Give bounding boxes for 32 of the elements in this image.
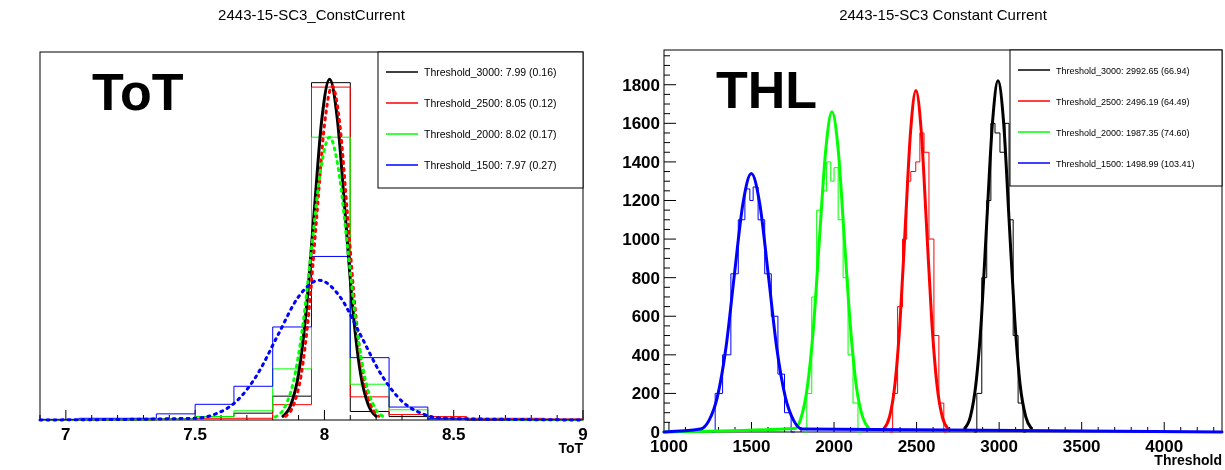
- y-tick-label: 800: [631, 268, 660, 288]
- y-tick-label: 400: [631, 345, 660, 365]
- legend-label: Threshold_2500: 8.05 (0.12): [424, 97, 557, 109]
- y-tick-label: 1200: [622, 191, 660, 211]
- x-tick-label: 7.5: [183, 425, 207, 444]
- chart-title: 2443-15-SC3_ConstCurrent: [218, 6, 406, 23]
- x-axis-title: Threshold: [1154, 452, 1222, 468]
- x-tick-label: 3000: [980, 437, 1019, 456]
- legend-label: Threshold_2000: 1987.35 (74.60): [1056, 128, 1190, 138]
- x-tick-label: 7: [61, 425, 71, 444]
- legend-label: Threshold_1500: 7.97 (0.27): [424, 159, 557, 171]
- x-tick-label: 8.5: [441, 425, 466, 444]
- x-tick-label: 2500: [897, 437, 936, 456]
- legend-label: Threshold_1500: 1498.99 (103.41): [1056, 159, 1195, 169]
- x-tick-label: 1000: [650, 437, 688, 456]
- chart-title: 2443-15-SC3 Constant Current: [839, 6, 1048, 23]
- legend-label: Threshold_3000: 7.99 (0.16): [424, 66, 557, 78]
- legend-label: Threshold_2500: 2496.19 (64.49): [1056, 97, 1190, 107]
- x-tick-label: 8: [319, 425, 330, 444]
- legend-label: Threshold_3000: 2992.65 (66.94): [1056, 66, 1190, 76]
- y-tick-label: 200: [631, 384, 660, 404]
- y-tick-label: 1600: [622, 114, 660, 134]
- x-tick-label: 3500: [1062, 437, 1101, 456]
- annotation: THL: [716, 61, 818, 119]
- y-tick-label: 1800: [622, 75, 660, 95]
- y-tick-label: 1000: [622, 230, 660, 250]
- x-tick-label: 1500: [732, 437, 771, 456]
- annotation: ToT: [92, 63, 184, 121]
- x-tick-label: 2000: [815, 437, 853, 456]
- y-tick-label: 1400: [622, 152, 660, 172]
- y-tick-label: 600: [631, 307, 660, 327]
- legend-label: Threshold_2000: 8.02 (0.17): [424, 128, 557, 140]
